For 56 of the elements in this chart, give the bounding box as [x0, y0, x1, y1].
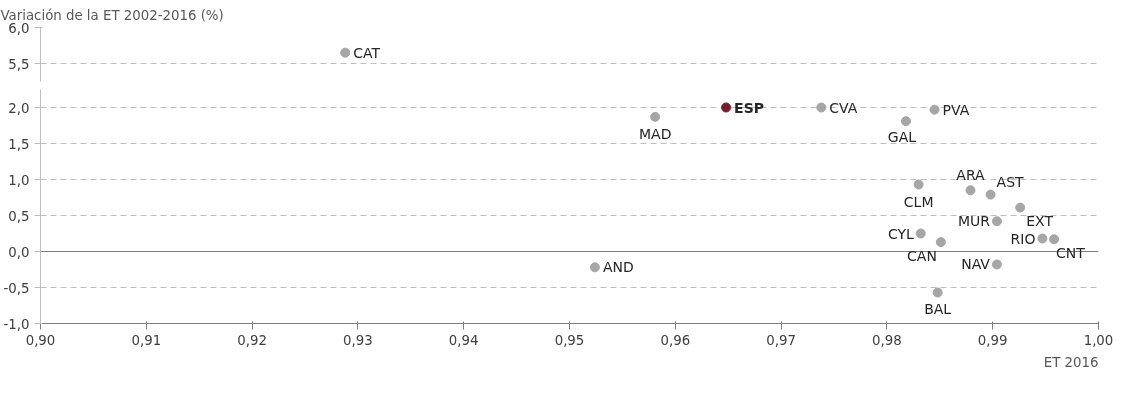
- series-label: PVA: [942, 101, 970, 118]
- y-tick-label: -0,5: [3, 280, 30, 296]
- x-tick-label: 1,00: [1083, 332, 1114, 348]
- y-tick-label: 6,0: [8, 20, 30, 36]
- point: [935, 237, 946, 248]
- point: [915, 228, 926, 239]
- series-label: BAL: [924, 300, 952, 317]
- series-label: AND: [602, 259, 634, 276]
- point: [650, 111, 661, 122]
- point: [816, 102, 827, 113]
- x-tick-label: 0,98: [872, 332, 902, 348]
- series-label: RIO: [1010, 230, 1036, 247]
- series-label: CLM: [903, 193, 934, 210]
- series-label: CVA: [829, 99, 858, 116]
- y-tick-label: 0,0: [8, 244, 30, 260]
- series-label: CAT: [353, 44, 381, 61]
- point: [589, 262, 600, 273]
- series-label: MAD: [638, 125, 672, 142]
- point: [929, 104, 940, 115]
- x-tick-label: 0,90: [25, 332, 56, 348]
- point: [1049, 234, 1060, 245]
- y-tick-label: 1,0: [8, 172, 30, 188]
- x-tick-label: 0,93: [343, 332, 373, 348]
- series-label: ARA: [956, 167, 986, 184]
- point: [985, 189, 996, 200]
- point: [721, 102, 732, 113]
- x-tick-label: 0,99: [977, 332, 1008, 348]
- y-tick-label: 2,0: [8, 100, 30, 116]
- x-tick-label: 0,96: [660, 332, 691, 348]
- point: [1037, 233, 1048, 244]
- series-label: NAV: [961, 256, 991, 273]
- point: [991, 259, 1002, 270]
- series-label: EXT: [1026, 212, 1054, 229]
- point: [991, 216, 1002, 227]
- x-tick-label: 0,97: [766, 332, 796, 348]
- series-label: GAL: [887, 129, 917, 146]
- y-tick-label: 0,5: [8, 208, 30, 224]
- x-tick-label: 0,92: [237, 332, 267, 348]
- point: [900, 116, 911, 127]
- series-label: AST: [996, 173, 1025, 190]
- point: [913, 179, 924, 190]
- series-label: ESP: [734, 99, 765, 116]
- series-label: CYL: [887, 225, 914, 242]
- x-axis-title: ET 2016: [1043, 354, 1099, 370]
- y-tick-label: 5,5: [8, 56, 30, 72]
- x-tick-label: 0,95: [554, 332, 585, 348]
- y-tick-label: 1,5: [8, 136, 30, 152]
- series-label: CAN: [907, 248, 937, 265]
- y-tick-label: -1,0: [3, 316, 30, 332]
- chart-title: Variación de la ET 2002-2016 (%): [0, 7, 224, 23]
- series-label: MUR: [957, 213, 991, 230]
- x-tick-label: 0,91: [131, 332, 162, 348]
- point: [965, 185, 976, 196]
- point: [1015, 202, 1026, 213]
- point: [932, 287, 943, 298]
- x-tick-label: 0,94: [448, 332, 479, 348]
